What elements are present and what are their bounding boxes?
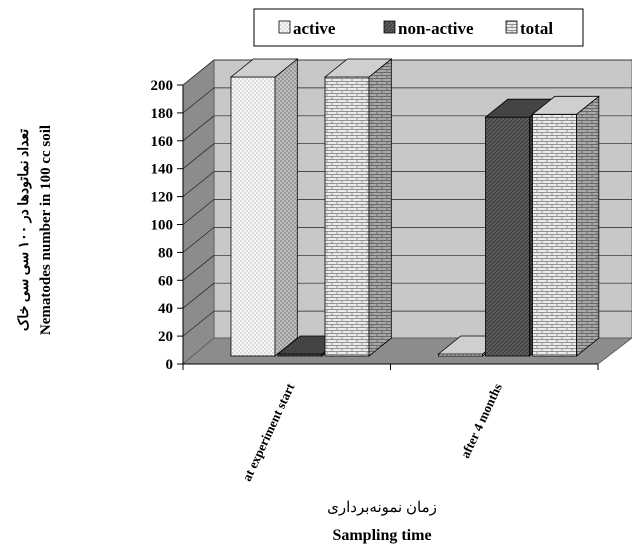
bar-side <box>274 58 298 357</box>
bars <box>229 58 600 357</box>
bar-total-0 <box>323 58 393 357</box>
bar-front <box>324 76 370 357</box>
bar-total-1 <box>531 95 600 357</box>
gridline-side <box>182 143 215 169</box>
bar-front <box>485 116 530 357</box>
gridline-side <box>182 59 215 86</box>
y-tick-label: 200 <box>151 78 174 94</box>
legend-swatch-non-active <box>383 20 396 34</box>
x-tick-label: at experiment start <box>239 380 298 483</box>
bar-side <box>576 95 600 357</box>
x-axis-title-en: Sampling time <box>332 527 431 544</box>
legend-label-total: total <box>520 19 553 38</box>
bar-top <box>531 95 600 115</box>
legend-label-non-active: non-active <box>398 19 474 38</box>
gridline-side <box>182 255 215 281</box>
y-tick-label: 60 <box>158 273 173 289</box>
bar-top <box>323 58 393 78</box>
x-tick-label: after 4 months <box>457 381 505 460</box>
y-tick-label: 0 <box>166 357 174 373</box>
bar-side <box>368 58 392 357</box>
x-axis: at experiment start after 4 months <box>182 363 599 483</box>
y-tick-label: 120 <box>151 190 174 206</box>
y-tick-label: 80 <box>158 245 173 261</box>
y-tick-label: 40 <box>158 301 173 317</box>
bar-top <box>229 58 299 78</box>
x-axis-title-fa: زمان نمونه‌برداری <box>327 500 437 516</box>
gridline-side <box>182 171 215 197</box>
gridline-side <box>182 87 215 114</box>
gridline-side <box>182 199 215 225</box>
bar-front <box>532 113 577 357</box>
y-tick-label: 20 <box>158 329 173 345</box>
legend-label-active: active <box>293 19 336 38</box>
y-axis: 0 20 40 60 80 100 120 140 160 180 200 <box>151 78 184 373</box>
gridline-side <box>182 310 215 337</box>
y-axis-title-fa: تعداد نماتودها در ۱۰۰ سی سی خاک <box>16 129 32 331</box>
gridline-side <box>182 282 215 309</box>
legend-swatch-active <box>278 20 291 34</box>
legend: active non-active total <box>253 8 584 47</box>
y-tick-label: 100 <box>151 218 174 234</box>
y-tick-label: 180 <box>151 106 174 122</box>
legend-box <box>253 8 584 47</box>
gridline-side <box>182 115 215 142</box>
bar-active-0 <box>229 58 299 357</box>
legend-swatch-total <box>505 20 518 34</box>
gridline-side <box>182 227 215 253</box>
y-tick-label: 140 <box>151 162 174 178</box>
y-tick-label: 160 <box>151 134 174 150</box>
bar-front <box>230 76 276 357</box>
y-axis-title-en: Nematodes number in 100 cc soil <box>38 125 54 335</box>
